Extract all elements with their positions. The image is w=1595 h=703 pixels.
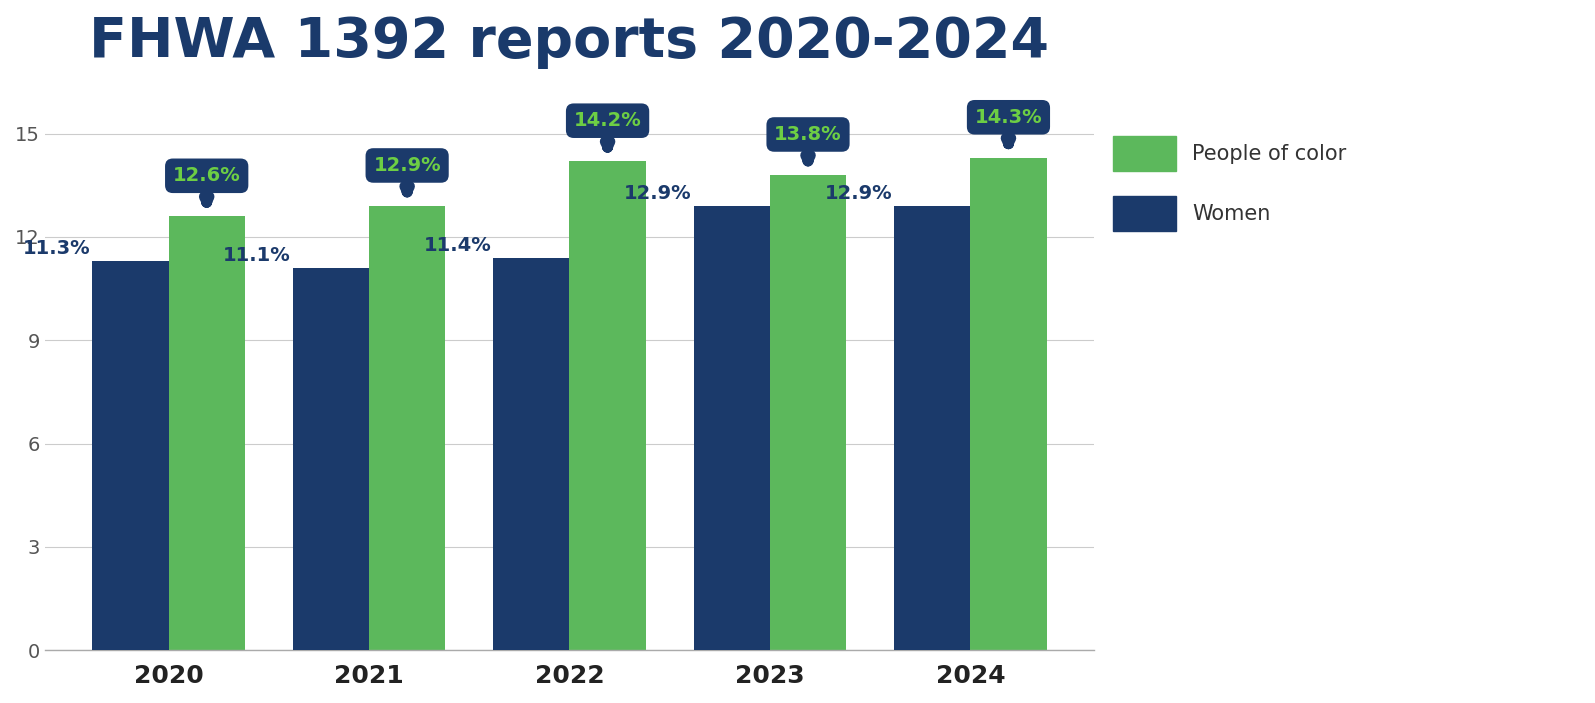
Text: 11.3%: 11.3% — [22, 239, 91, 258]
Bar — [694, 206, 770, 650]
Bar — [93, 261, 169, 650]
Text: 12.9%: 12.9% — [825, 184, 892, 203]
Text: 11.4%: 11.4% — [424, 236, 491, 255]
Text: 11.1%: 11.1% — [223, 246, 290, 265]
Bar — [169, 217, 244, 650]
Bar — [970, 157, 1046, 650]
Text: 13.8%: 13.8% — [774, 125, 842, 161]
Text: 12.6%: 12.6% — [172, 167, 241, 202]
Text: 12.9%: 12.9% — [624, 184, 692, 203]
Text: 14.2%: 14.2% — [574, 111, 641, 147]
Legend: People of color, Women: People of color, Women — [1105, 127, 1354, 239]
Bar — [493, 257, 569, 650]
Bar — [569, 161, 646, 650]
Bar — [368, 206, 445, 650]
Bar — [895, 206, 970, 650]
Text: 12.9%: 12.9% — [373, 156, 440, 192]
Text: 14.3%: 14.3% — [975, 108, 1042, 143]
Title: FHWA 1392 reports 2020-2024: FHWA 1392 reports 2020-2024 — [89, 15, 1050, 69]
Bar — [770, 175, 845, 650]
Bar — [293, 268, 368, 650]
